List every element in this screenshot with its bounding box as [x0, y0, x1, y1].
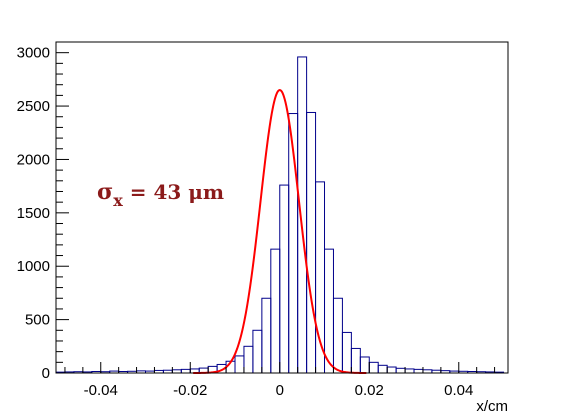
histogram-bin [368, 361, 379, 374]
y-tick-label: 1500 [17, 205, 50, 222]
histogram-bin [377, 364, 388, 374]
histogram-layer [55, 56, 505, 374]
histogram-bin [395, 367, 406, 374]
y-tick-label: 500 [25, 312, 50, 329]
histogram-bin [386, 366, 397, 374]
histogram-bin [359, 356, 370, 374]
annotation-text: = 43 μm [123, 180, 224, 204]
histogram-bin [324, 248, 334, 374]
annotation-subscript: x [113, 191, 123, 210]
x-tick-label: 0 [276, 382, 284, 399]
histogram-bin [252, 329, 263, 374]
histogram-bin [279, 184, 290, 374]
x-tick-label: -0.02 [173, 382, 207, 399]
histogram-bin [332, 297, 343, 374]
histogram-bin [180, 368, 191, 374]
histogram-bin [413, 368, 424, 374]
y-tick-label: 1000 [17, 258, 50, 275]
axes-layer: -0.04 -0.02 0 0.02 0.04 0 500 1000 1500 2000 2500 3… [17, 41, 509, 399]
histogram-bin [270, 248, 281, 374]
plot-frame [55, 41, 509, 374]
histogram-bin [306, 111, 317, 374]
histogram-bin [234, 355, 245, 374]
y-tick-label: 2500 [17, 98, 50, 115]
histogram-bin [404, 368, 415, 374]
histogram-bin [243, 345, 254, 374]
y-tick-label: 0 [42, 365, 50, 382]
fit-curve [193, 89, 367, 374]
x-axis-title: x/cm [476, 398, 508, 415]
fit-layer [193, 89, 367, 374]
annotation-symbol: σ [97, 179, 113, 205]
histogram-bin [350, 347, 361, 374]
x-tick-label: 0.04 [444, 382, 473, 399]
x-tick-label: -0.04 [84, 382, 118, 399]
y-tick-label: 2000 [17, 151, 50, 168]
histogram-bin [341, 331, 352, 374]
histogram-bin [297, 56, 308, 374]
x-tick-label: 0.02 [355, 382, 384, 399]
histogram-bin [261, 297, 272, 374]
y-tick-label: 3000 [17, 45, 50, 62]
sigma-annotation: σx = 43 μm [97, 179, 224, 210]
